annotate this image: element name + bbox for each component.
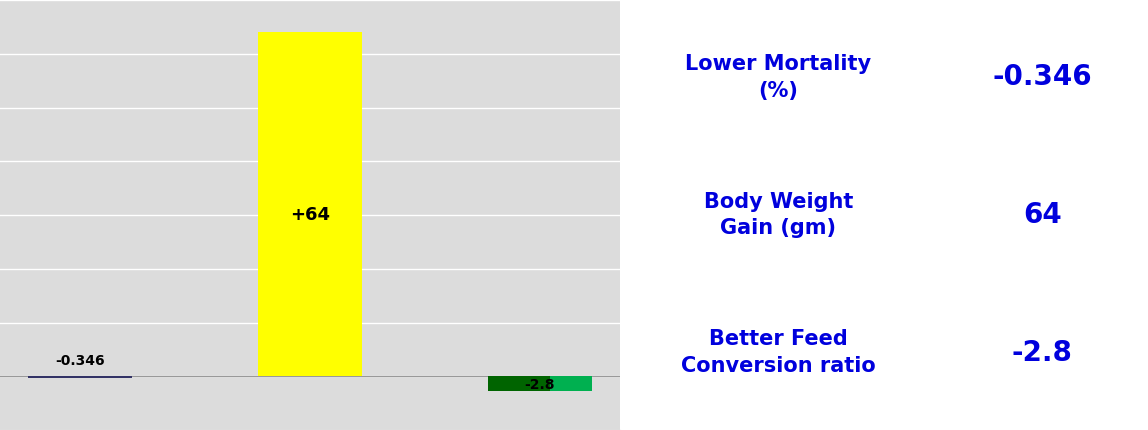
Bar [488, 376, 591, 391]
Text: Body Weight
Gain (gm): Body Weight Gain (gm) [704, 192, 853, 238]
Bar [29, 376, 132, 378]
Bar [488, 376, 591, 391]
Bar [550, 376, 591, 391]
Text: 64: 64 [1023, 201, 1062, 229]
Text: Lower Mortality
(%): Lower Mortality (%) [685, 54, 871, 101]
Text: -0.346: -0.346 [55, 354, 104, 368]
Text: -2.8: -2.8 [525, 378, 556, 392]
Text: -0.346: -0.346 [993, 63, 1092, 92]
Bar [29, 376, 132, 378]
Text: Better Feed
Conversion ratio: Better Feed Conversion ratio [681, 329, 876, 376]
Text: +64: +64 [290, 206, 329, 224]
Bar [258, 32, 362, 376]
Text: -2.8: -2.8 [1011, 338, 1073, 367]
